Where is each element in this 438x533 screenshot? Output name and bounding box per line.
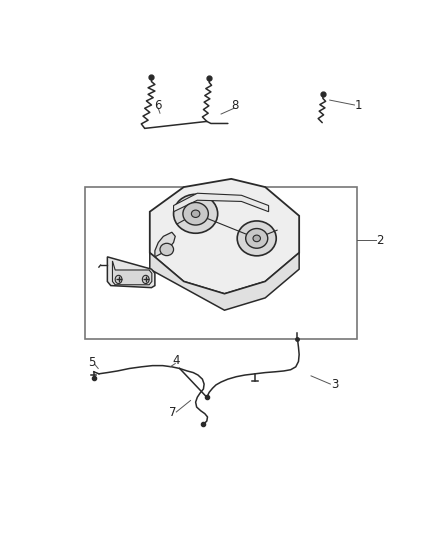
Ellipse shape bbox=[160, 243, 173, 256]
Text: 5: 5 bbox=[88, 356, 96, 369]
Bar bbox=[85, 187, 357, 339]
Polygon shape bbox=[173, 193, 268, 212]
Polygon shape bbox=[155, 232, 175, 257]
Ellipse shape bbox=[191, 210, 200, 217]
Ellipse shape bbox=[253, 235, 261, 241]
Text: 1: 1 bbox=[355, 99, 362, 111]
Polygon shape bbox=[150, 253, 299, 310]
Polygon shape bbox=[113, 261, 152, 285]
Ellipse shape bbox=[173, 194, 218, 233]
Ellipse shape bbox=[237, 221, 276, 256]
Ellipse shape bbox=[246, 229, 268, 248]
Text: 7: 7 bbox=[169, 406, 177, 419]
Text: 8: 8 bbox=[231, 99, 238, 111]
Text: 3: 3 bbox=[331, 378, 339, 391]
Text: 6: 6 bbox=[155, 99, 162, 111]
Polygon shape bbox=[107, 257, 155, 288]
Text: 4: 4 bbox=[173, 354, 180, 367]
Text: 2: 2 bbox=[376, 234, 384, 247]
Polygon shape bbox=[150, 179, 299, 294]
Ellipse shape bbox=[183, 203, 208, 225]
